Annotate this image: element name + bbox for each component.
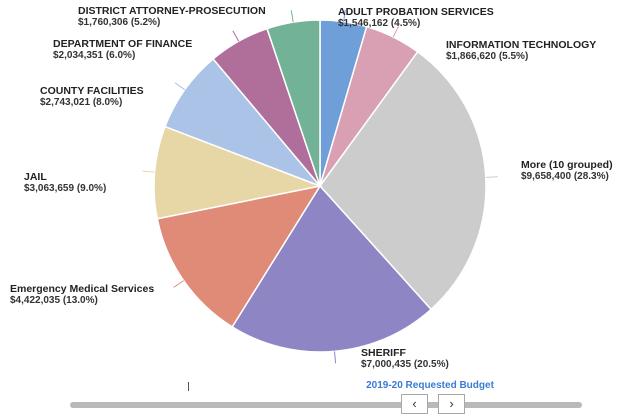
slice-label: COUNTY FACILITIES xyxy=(40,85,144,97)
pie-slice[interactable] xyxy=(153,125,323,220)
scroll-right-button[interactable]: › xyxy=(438,394,465,414)
slice-value-label: $1,760,306 (5.2%) xyxy=(78,17,160,28)
label-connector-line xyxy=(343,9,346,22)
slice-label: DISTRICT ATTORNEY-PROSECUTION xyxy=(78,5,266,17)
slice-value-label: $4,422,035 (13.0%) xyxy=(10,295,98,306)
label-connector-line xyxy=(485,176,498,178)
label-connector-line xyxy=(392,26,399,38)
label-connector-line xyxy=(334,351,337,364)
slice-label: More (10 grouped) xyxy=(521,159,613,171)
slice-label: INFORMATION TECHNOLOGY xyxy=(446,39,596,51)
pie-slice[interactable] xyxy=(319,50,487,311)
axis-tick-mark xyxy=(188,382,189,391)
label-connector-line xyxy=(142,170,155,173)
slice-value-label: $9,658,400 (28.3%) xyxy=(521,171,609,182)
slice-value-label: $3,063,659 (9.0%) xyxy=(24,183,106,194)
slice-label: DEPARTMENT OF FINANCE xyxy=(53,38,192,50)
slice-label: Emergency Medical Services xyxy=(10,283,154,295)
pie-slice[interactable] xyxy=(156,184,322,328)
slice-value-label: $2,034,351 (6.0%) xyxy=(53,50,135,61)
slice-label: SHERIFF xyxy=(361,347,407,359)
scroll-left-button[interactable]: ‹ xyxy=(401,394,428,414)
slice-value-label: $7,000,435 (20.5%) xyxy=(361,359,449,370)
slice-value-label: $1,866,620 (5.5%) xyxy=(446,51,528,62)
pie-labels: ADULT PROBATION SERVICES$1,546,162 (4.5%… xyxy=(10,5,613,370)
pie-slice[interactable] xyxy=(231,184,433,353)
label-connector-line xyxy=(290,10,294,23)
slice-value-label: $2,743,021 (8.0%) xyxy=(40,97,122,108)
slice-label: ADULT PROBATION SERVICES xyxy=(338,6,494,18)
slice-value-label: $1,546,162 (4.5%) xyxy=(338,18,420,29)
chart-scrollbar-track[interactable] xyxy=(70,402,582,408)
pie-slices xyxy=(153,19,487,353)
label-connector-line xyxy=(232,30,240,42)
label-connector-line xyxy=(174,82,186,91)
slice-label: JAIL xyxy=(24,171,47,183)
label-connector-line xyxy=(173,280,184,288)
chart-subtitle: 2019-20 Requested Budget xyxy=(366,380,494,391)
